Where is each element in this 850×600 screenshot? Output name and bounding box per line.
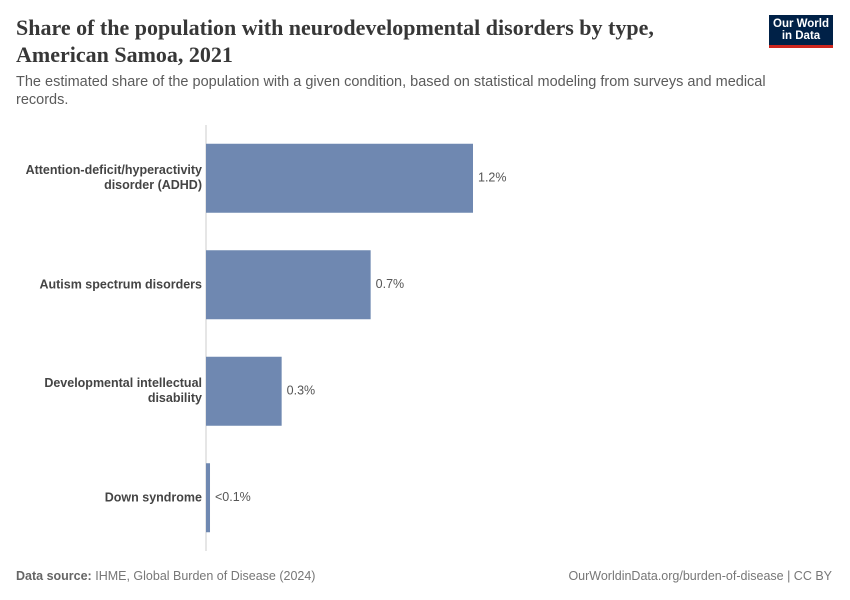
category-label: Attention-deficit/hyperactivity disorder… xyxy=(25,163,202,193)
source-label: Data source: xyxy=(16,569,92,583)
value-label: 1.2% xyxy=(478,171,507,185)
value-label: 0.7% xyxy=(376,277,405,291)
chart-subtitle: The estimated share of the population wi… xyxy=(16,74,766,108)
category-label: Autism spectrum disorders xyxy=(39,277,202,292)
bar xyxy=(206,250,371,320)
bar xyxy=(206,356,282,426)
value-label: <0.1% xyxy=(215,490,251,504)
category-label: Down syndrome xyxy=(104,490,202,505)
value-label: 0.3% xyxy=(287,384,316,398)
source: Data source: IHME, Global Burden of Dise… xyxy=(16,569,315,583)
source-text: IHME, Global Burden of Disease (2024) xyxy=(95,569,316,583)
category-label: Developmental intellectual disability xyxy=(44,376,202,406)
bar xyxy=(206,463,211,533)
chart-title: Share of the population with neurodevelo… xyxy=(16,15,654,67)
url[interactable]: OurWorldinData.org/burden-of-disease | C… xyxy=(568,569,832,583)
bar xyxy=(206,143,473,213)
logo[interactable]: Our World in Data xyxy=(769,15,833,48)
